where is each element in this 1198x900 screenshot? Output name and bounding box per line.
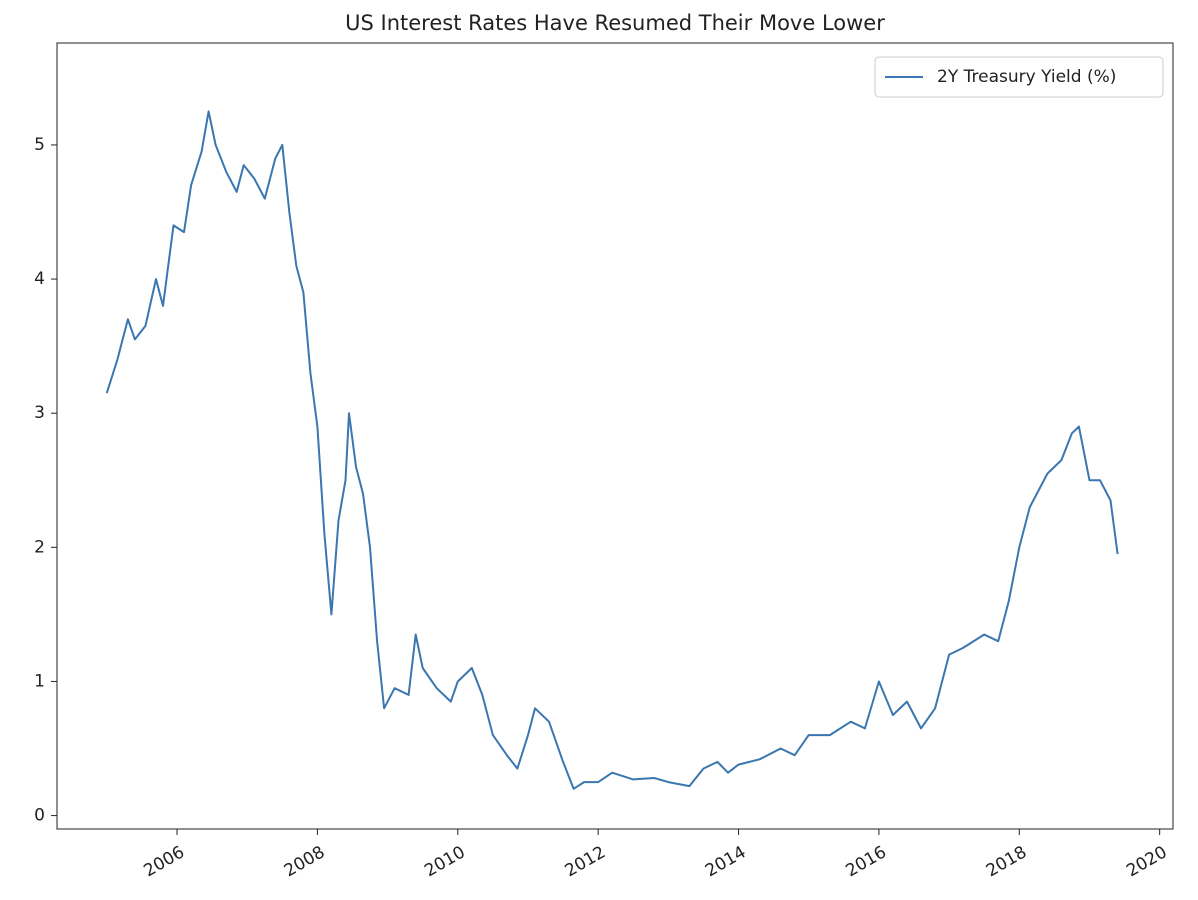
x-tick-label: 2016	[842, 842, 889, 881]
y-tick-label: 4	[34, 269, 45, 289]
y-tick-label: 0	[34, 806, 45, 826]
x-tick-label: 2012	[562, 842, 609, 881]
x-tick-label: 2014	[702, 842, 749, 881]
y-tick-label: 5	[34, 135, 45, 155]
chart-title: US Interest Rates Have Resumed Their Mov…	[345, 11, 885, 35]
x-tick-label: 2018	[983, 842, 1030, 881]
y-tick-label: 1	[34, 671, 45, 691]
x-tick-label: 2006	[141, 842, 188, 881]
x-tick-label: 2010	[421, 842, 468, 881]
data-line	[105, 110, 1119, 790]
y-tick-label: 2	[34, 537, 45, 557]
y-tick-label: 3	[34, 403, 45, 423]
x-tick-label: 2008	[281, 842, 328, 881]
x-tick-label: 2020	[1123, 842, 1170, 881]
plot-frame	[56, 42, 1174, 830]
legend-label: 2Y Treasury Yield (%)	[937, 67, 1116, 87]
legend-box	[874, 56, 1164, 98]
